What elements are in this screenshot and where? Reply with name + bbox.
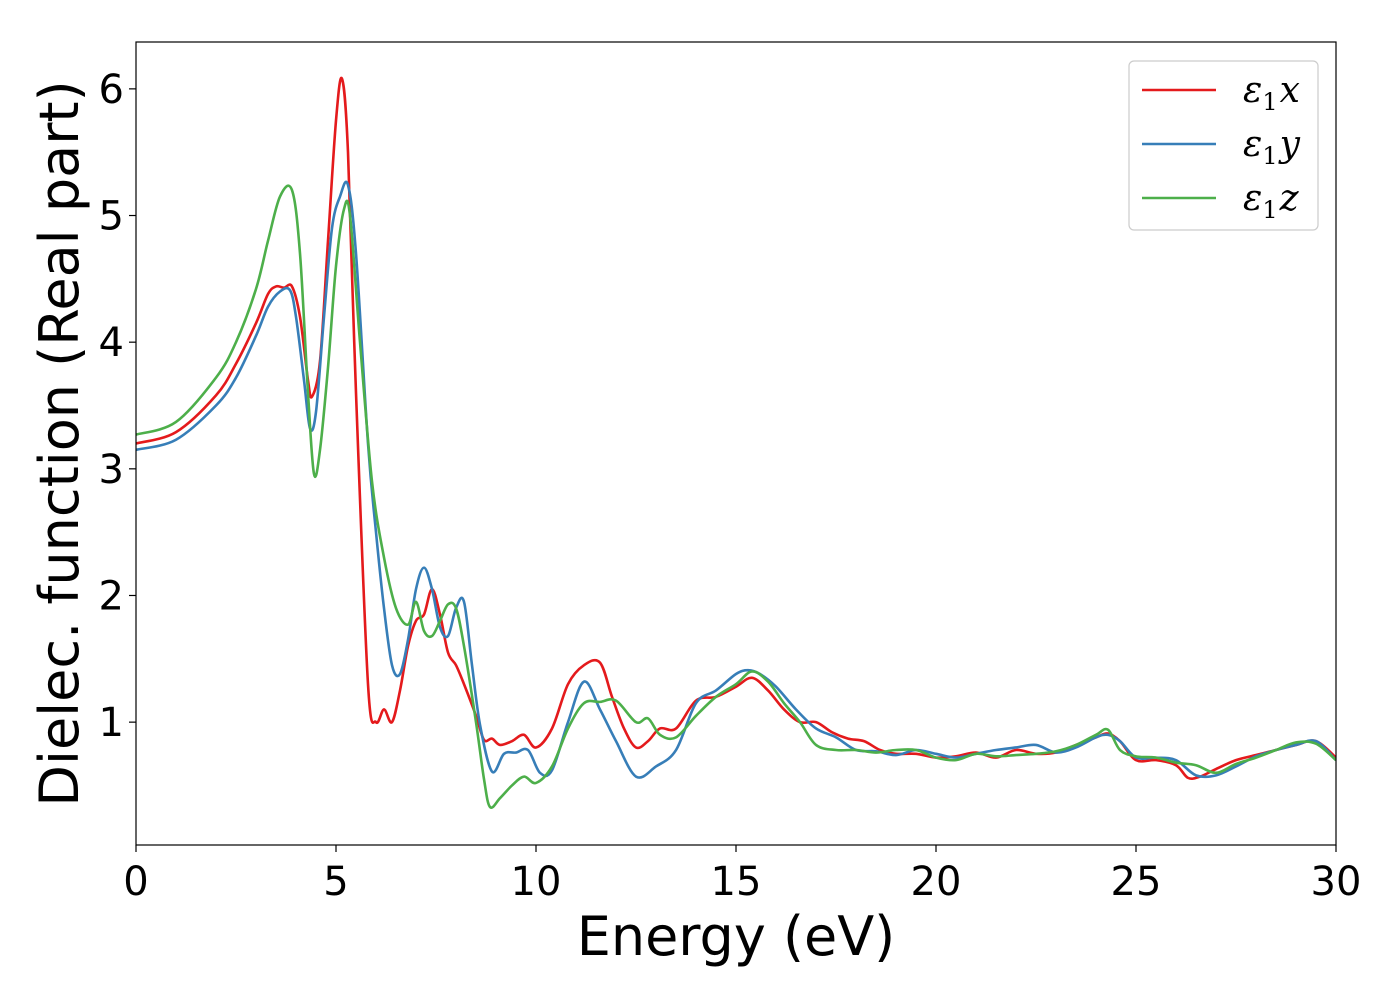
x-tick-label: 10 <box>511 859 562 905</box>
legend-label-x: ε1x <box>1243 70 1300 116</box>
legend-label-z: ε1z <box>1243 178 1300 224</box>
x-tick-label: 30 <box>1311 859 1362 905</box>
x-tick-label: 15 <box>711 859 762 905</box>
y-tick-label: 1 <box>99 700 124 746</box>
x-axis-ticks: 0 5 10 15 20 25 30 <box>123 845 1361 905</box>
x-tick-label: 20 <box>911 859 962 905</box>
series-line-z <box>136 184 1336 809</box>
legend: ε1x ε1y ε1z <box>1128 60 1319 231</box>
x-tick-label: 5 <box>323 859 348 905</box>
series-layer <box>136 76 1336 809</box>
y-axis-label: Dielec. function (Real part) <box>28 80 91 806</box>
y-tick-label: 3 <box>99 447 124 493</box>
legend-box <box>1128 60 1319 231</box>
x-tick-label: 25 <box>1111 859 1162 905</box>
x-tick-label: 0 <box>123 859 148 905</box>
y-tick-label: 4 <box>99 320 124 366</box>
y-axis-ticks: 1 2 3 4 5 6 <box>99 67 136 746</box>
y-tick-label: 5 <box>99 194 124 240</box>
series-line-y <box>136 180 1336 779</box>
y-tick-label: 2 <box>99 573 124 619</box>
y-tick-label: 6 <box>99 67 124 113</box>
x-axis-label: Energy (eV) <box>577 905 896 968</box>
legend-label-y: ε1y <box>1243 124 1301 170</box>
